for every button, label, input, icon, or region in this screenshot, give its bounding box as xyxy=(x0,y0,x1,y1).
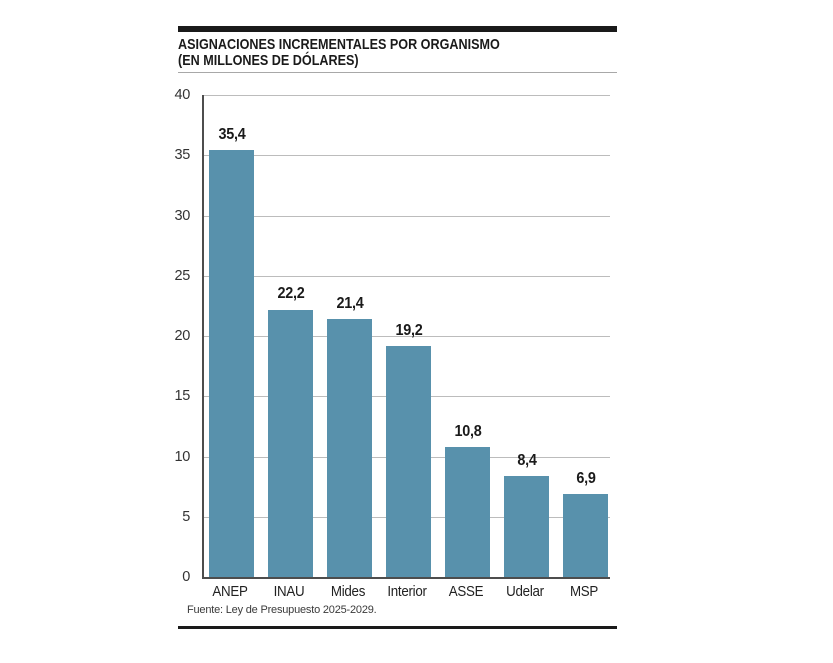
y-tick-label: 40 xyxy=(174,87,190,103)
x-axis-label: ASSE xyxy=(448,584,483,600)
bar-value-label: 19,2 xyxy=(395,321,422,339)
y-tick-label: 10 xyxy=(174,448,190,465)
source-note: Fuente: Ley de Presupuesto 2025-2029. xyxy=(187,604,377,616)
bar-anep xyxy=(209,150,254,577)
bar-value-label: 8,4 xyxy=(516,451,537,469)
gridline xyxy=(204,275,610,277)
x-axis-label: Mides xyxy=(330,584,365,600)
gridline xyxy=(204,95,610,96)
bar-value-label: 22,2 xyxy=(277,285,304,303)
y-tick-label: 30 xyxy=(174,207,190,224)
gridline xyxy=(204,336,610,337)
y-tick-label: 20 xyxy=(174,328,190,344)
title-divider xyxy=(178,72,617,73)
x-axis-label: Interior xyxy=(386,584,427,600)
y-tick-label: 5 xyxy=(182,508,190,525)
y-tick-label: 25 xyxy=(174,267,190,284)
top-rule xyxy=(178,26,617,32)
y-axis: 0 5 10 15 20 25 30 35 40 xyxy=(158,87,196,585)
bar-value-label: 35,4 xyxy=(218,126,245,144)
x-axis: ANEP INAU Mides Interior ASSE Udelar MSP xyxy=(202,584,608,604)
x-axis-label: Udelar xyxy=(505,584,544,600)
bar-value-label: 10,8 xyxy=(454,422,481,440)
bar-asse xyxy=(445,446,490,577)
gridline xyxy=(204,215,610,217)
x-axis-label: INAU xyxy=(273,584,304,600)
plot-area: 35,4 22,2 21,4 19,2 10,8 8,4 6,9 xyxy=(202,95,610,579)
chart-title-line-2: (EN MILLONES DE DÓLARES) xyxy=(178,51,359,69)
bar-udelar xyxy=(504,475,549,577)
x-axis-label: MSP xyxy=(569,584,598,600)
bar-value-label: 21,4 xyxy=(336,295,363,313)
chart-title: ASIGNACIONES INCREMENTALES POR ORGANISMO… xyxy=(178,37,617,68)
gridline xyxy=(204,155,610,157)
y-tick-label: 35 xyxy=(174,147,190,164)
bar-inau xyxy=(268,309,313,577)
bar-msp xyxy=(563,493,608,577)
bar-interior xyxy=(386,345,431,577)
bar-value-label: 6,9 xyxy=(575,469,596,487)
x-axis-label: ANEP xyxy=(211,584,248,600)
y-tick-label: 15 xyxy=(174,388,190,405)
y-tick-label: 0 xyxy=(182,569,190,585)
bottom-rule xyxy=(178,626,617,629)
chart-title-line-1: ASIGNACIONES INCREMENTALES POR ORGANISMO xyxy=(178,36,500,53)
bar-mides xyxy=(327,319,372,577)
